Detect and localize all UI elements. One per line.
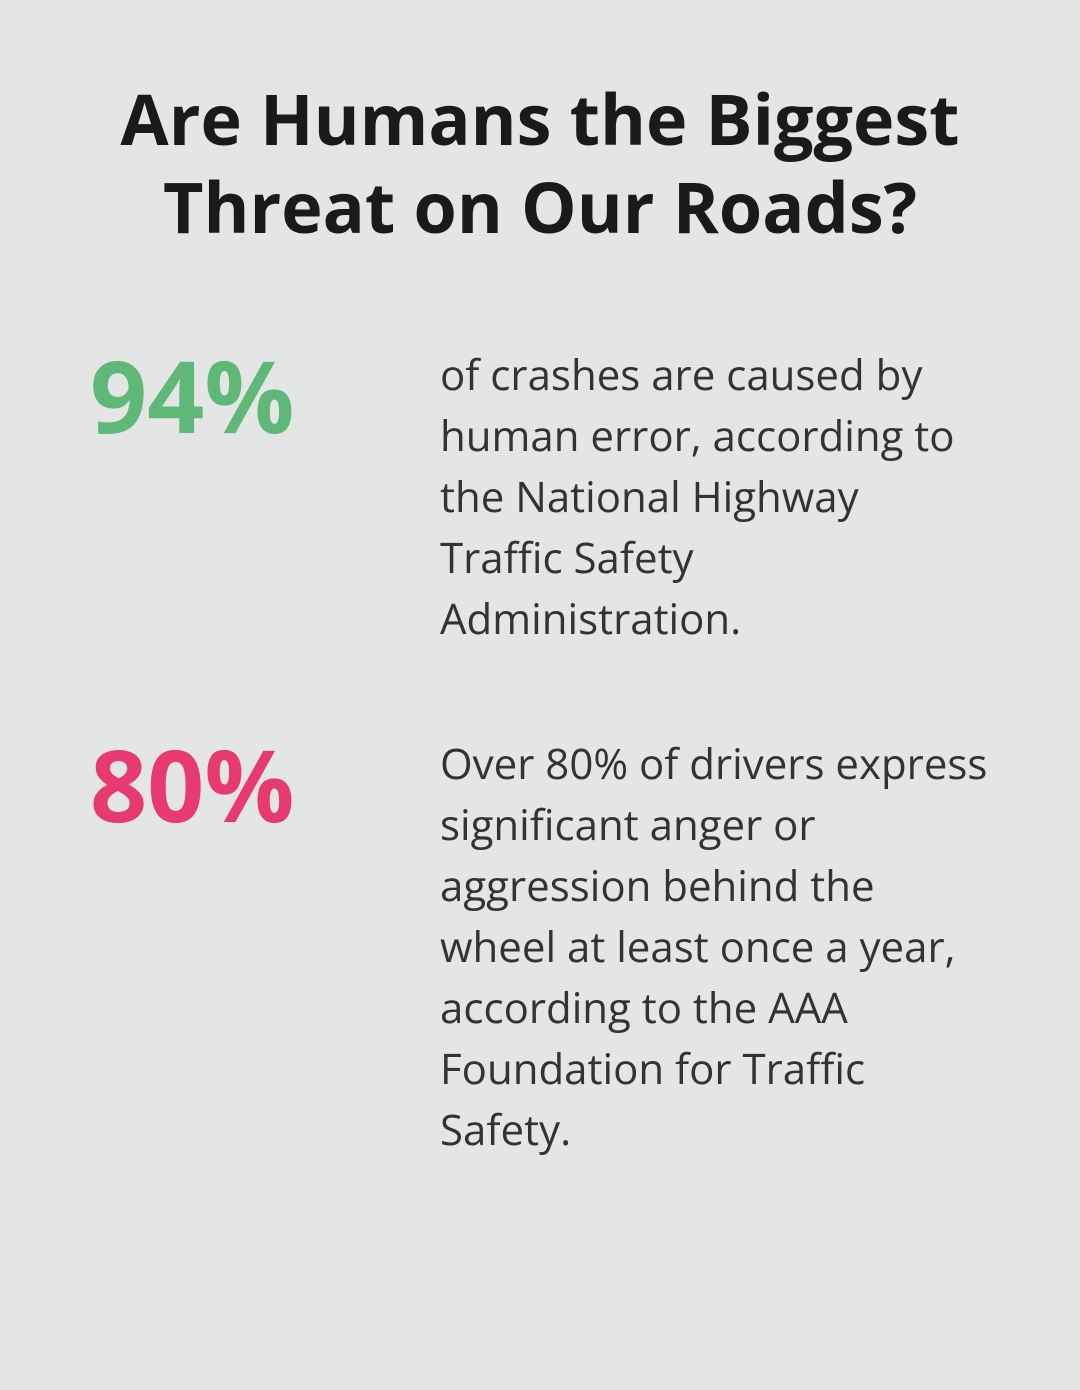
stat-row-2: 80% Over 80% of drivers express signific…: [90, 734, 990, 1160]
stat-value-2: 80%: [90, 734, 400, 834]
stat-description-1: of crashes are caused by human error, ac…: [440, 345, 990, 649]
stat-row-1: 94% of crashes are caused by human error…: [90, 345, 990, 649]
stat-description-2: Over 80% of drivers express significant …: [440, 734, 990, 1160]
page-title: Are Humans the Biggest Threat on Our Roa…: [90, 75, 990, 250]
stat-value-1: 94%: [90, 345, 400, 445]
